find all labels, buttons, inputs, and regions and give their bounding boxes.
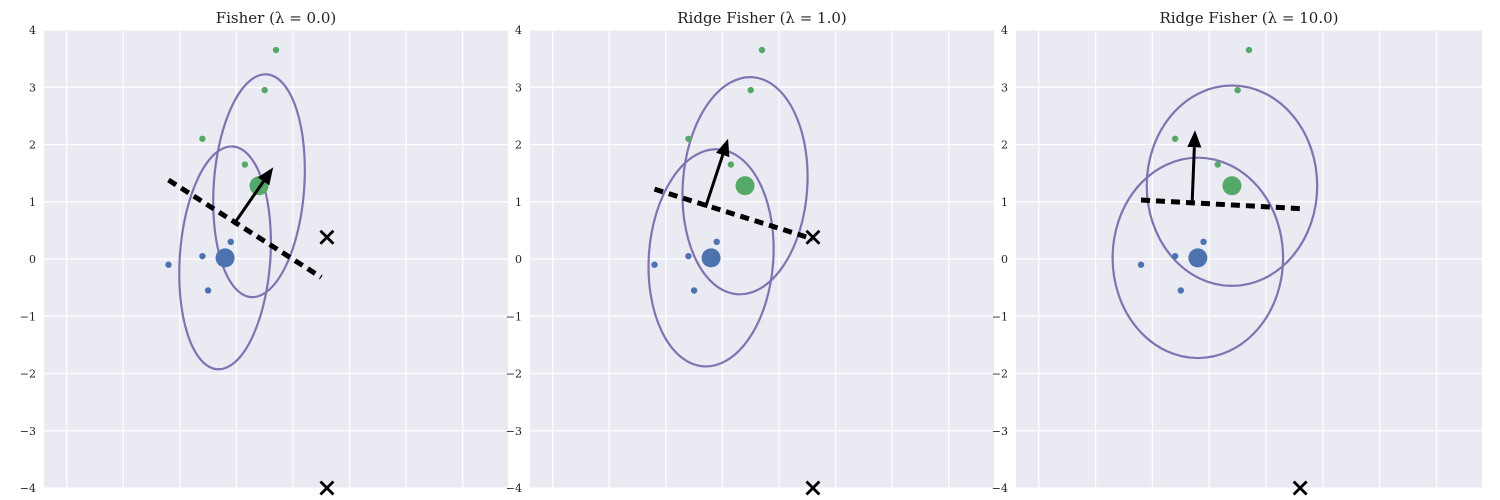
y-tick-label: −1 — [506, 310, 522, 323]
direction-arrow-shaft — [232, 180, 265, 226]
direction-arrow-head — [1187, 130, 1202, 148]
blue-data-point — [690, 287, 698, 294]
y-tick-label: −4 — [992, 482, 1008, 495]
x-marker-stroke — [805, 229, 821, 245]
test-point-x-marker — [805, 480, 821, 496]
y-tick-label: 4 — [515, 24, 522, 37]
green-class-mean — [735, 176, 755, 196]
blue-class-mean — [215, 248, 235, 268]
chart-title: Ridge Fisher (λ = 1.0) — [677, 9, 847, 27]
test-point-x-marker — [319, 229, 335, 245]
direction-arrow-head — [716, 138, 730, 158]
green-data-point — [1245, 46, 1253, 54]
green-data-point — [758, 46, 766, 54]
decision-boundary — [653, 186, 814, 242]
blue-data-point — [1200, 238, 1207, 246]
green-class-mean — [1222, 176, 1242, 196]
y-tick-label: 1 — [29, 196, 36, 209]
x-marker-stroke — [1292, 480, 1308, 496]
blue-data-point — [1177, 287, 1185, 294]
blue-data-point — [204, 287, 212, 294]
x-marker-stroke — [805, 480, 821, 496]
x-marker-stroke — [319, 229, 335, 245]
green-data-point — [1171, 135, 1179, 142]
decision-boundary — [1140, 197, 1301, 212]
covariance-ellipse — [178, 145, 272, 371]
chart-panel-2: 4 3 2 1 0 −1 −2 −3 −4 Ridge Fisher (λ = 1.0) — [506, 9, 994, 496]
y-tick-label: 3 — [29, 81, 36, 94]
y-tick-label: 2 — [29, 139, 36, 152]
y-tick-label: −2 — [506, 368, 522, 381]
y-tick-label: 4 — [1001, 24, 1008, 37]
green-data-point — [261, 86, 268, 94]
blue-data-point — [227, 238, 234, 246]
direction-arrow-shaft — [703, 154, 725, 208]
green-data-point — [747, 86, 754, 94]
y-tick-label: 0 — [515, 253, 522, 266]
green-data-point — [241, 161, 249, 168]
plot-content — [647, 46, 814, 368]
y-tick-label: 0 — [29, 253, 36, 266]
test-point-x-marker — [319, 480, 335, 496]
covariance-ellipse — [1145, 84, 1319, 288]
blue-class-mean — [701, 248, 721, 268]
y-tick-label: 4 — [29, 24, 36, 37]
test-point-x-marker — [805, 229, 821, 245]
y-tick-label: 1 — [1001, 196, 1008, 209]
covariance-ellipse — [681, 76, 809, 296]
y-tick-label: −2 — [992, 368, 1008, 381]
direction-arrow-head — [257, 167, 274, 186]
green-data-point — [685, 135, 692, 142]
covariance-ellipse — [647, 148, 775, 368]
plot-content — [165, 46, 323, 371]
y-tick-label: 3 — [515, 81, 522, 94]
green-data-point — [199, 135, 206, 142]
plot-content — [1111, 46, 1319, 360]
green-data-point — [727, 161, 735, 168]
chart-title: Ridge Fisher (λ = 10.0) — [1159, 9, 1338, 27]
y-tick-label: 2 — [1001, 139, 1008, 152]
blue-data-point — [713, 238, 720, 246]
y-tick-label: −3 — [20, 425, 36, 438]
chart-panel-1: 4 3 2 1 0 −1 −2 −3 −4 Fisher (λ = 0.0) — [20, 9, 508, 496]
x-marker-stroke — [319, 480, 335, 496]
y-tick-label: −1 — [992, 310, 1008, 323]
y-tick-label: −1 — [20, 310, 36, 323]
green-data-point — [1214, 161, 1221, 168]
green-data-point — [272, 46, 280, 54]
y-tick-label: −4 — [506, 482, 522, 495]
blue-data-point — [165, 261, 172, 268]
covariance-ellipse — [212, 73, 306, 299]
y-tick-label: −3 — [992, 425, 1008, 438]
y-tick-label: 0 — [1001, 253, 1008, 266]
test-point-x-marker — [1292, 480, 1308, 496]
y-tick-label: −4 — [20, 482, 36, 495]
blue-data-point — [199, 252, 206, 260]
y-tick-label: 2 — [515, 139, 522, 152]
y-tick-label: −3 — [506, 425, 522, 438]
covariance-ellipse — [1111, 156, 1285, 360]
blue-data-point — [685, 252, 692, 260]
green-data-point — [1234, 86, 1241, 94]
y-tick-label: 3 — [1001, 81, 1008, 94]
blue-data-point — [651, 261, 658, 268]
decision-boundary — [167, 177, 323, 280]
blue-class-mean — [1188, 248, 1208, 268]
chart-panel-3: 4 3 2 1 0 −1 −2 −3 −4 Ridge Fisher (λ = 10.0) — [992, 9, 1482, 496]
direction-arrow-shaft — [1190, 147, 1196, 202]
chart-title: Fisher (λ = 0.0) — [216, 9, 337, 27]
blue-data-point — [1171, 252, 1179, 260]
blue-data-point — [1137, 261, 1145, 268]
y-tick-label: −2 — [20, 368, 36, 381]
y-tick-label: 1 — [515, 196, 522, 209]
